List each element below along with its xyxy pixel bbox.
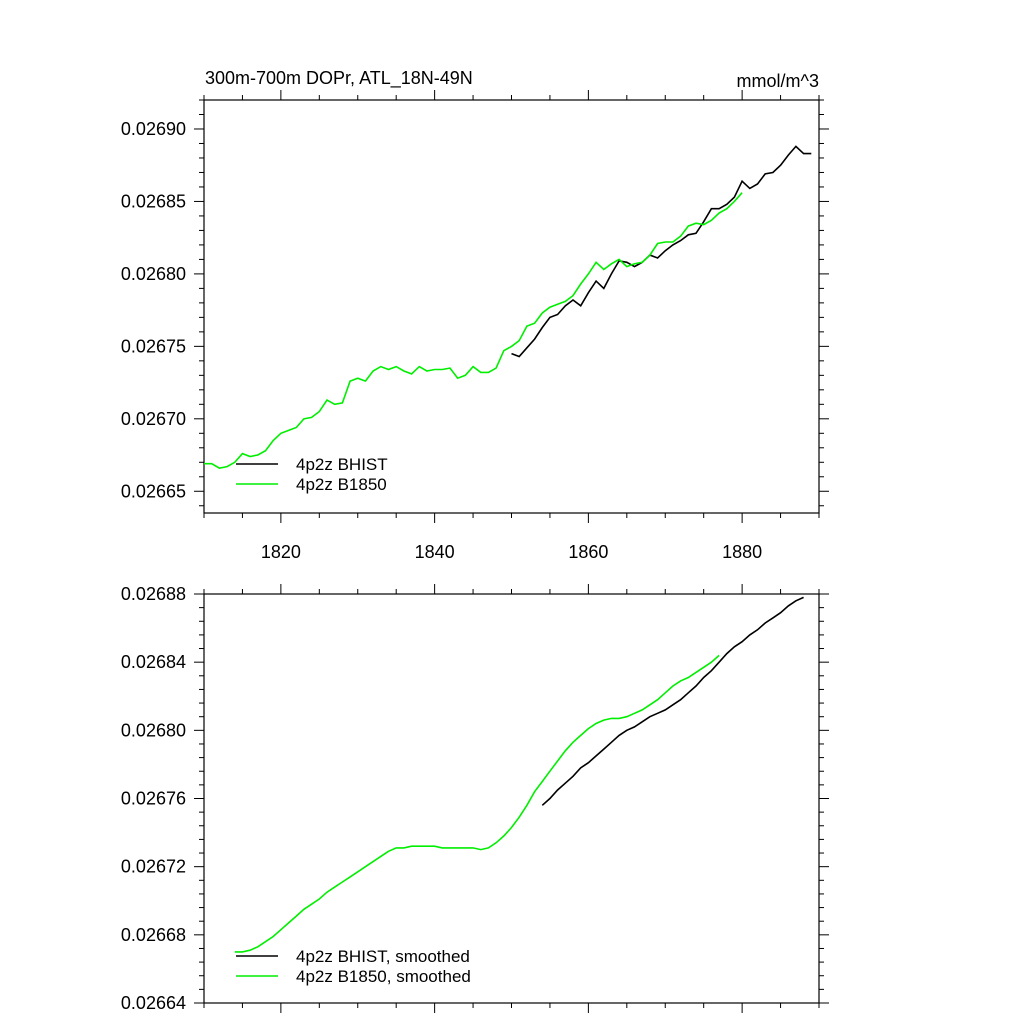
y-tick-label: 0.02664 [121,993,186,1013]
y-tick-label: 0.02685 [121,191,186,211]
top-plot-frame [203,99,820,514]
bottom-plot-frame [203,593,820,1004]
legend-label: 4p2z BHIST [296,455,388,474]
y-tick-label: 0.02680 [121,720,186,740]
y-tick-label: 0.02688 [121,584,186,604]
x-tick-label: 1860 [568,542,608,562]
x-tick-label: 1840 [415,542,455,562]
top-panel: 300m-700m DOPr, ATL_18N-49N mmol/m^3 182… [121,68,829,562]
bottom-panel: 0.02664 0.02668 0.02672 0.02676 0.02680 0.026… [121,584,829,1013]
y-tick-label: 0.02672 [121,857,186,877]
legend-label: 4p2z B1850, smoothed [296,967,471,986]
y-tick-label: 0.02675 [121,336,186,356]
legend-label: 4p2z BHIST, smoothed [296,947,470,966]
x-tick-label: 1820 [261,542,301,562]
x-tick-label: 1880 [722,542,762,562]
series-line-0 [511,145,812,358]
y-tick-label: 0.02680 [121,264,186,284]
top-chart-title: 300m-700m DOPr, ATL_18N-49N [205,68,473,89]
bottom-series-lines [234,596,804,953]
top-chart-units: mmol/m^3 [737,71,819,91]
bottom-axis-ticks: 0.02664 0.02668 0.02672 0.02676 0.02680 0.026… [121,584,829,1013]
y-tick-label: 0.02684 [121,652,186,672]
y-tick-label: 0.02668 [121,925,186,945]
series-line-1 [234,654,720,953]
top-axis-ticks: 1820 1840 1860 1880 0.02665 0.02670 0.02675 0.0… [121,90,829,562]
series-line-0 [541,596,804,806]
y-tick-label: 0.02690 [121,119,186,139]
y-tick-label: 0.02665 [121,481,186,501]
top-series-lines [204,145,812,469]
y-tick-label: 0.02670 [121,409,186,429]
series-line-1 [204,192,743,469]
y-tick-label: 0.02676 [121,789,186,809]
legend-label: 4p2z B1850 [296,475,387,494]
